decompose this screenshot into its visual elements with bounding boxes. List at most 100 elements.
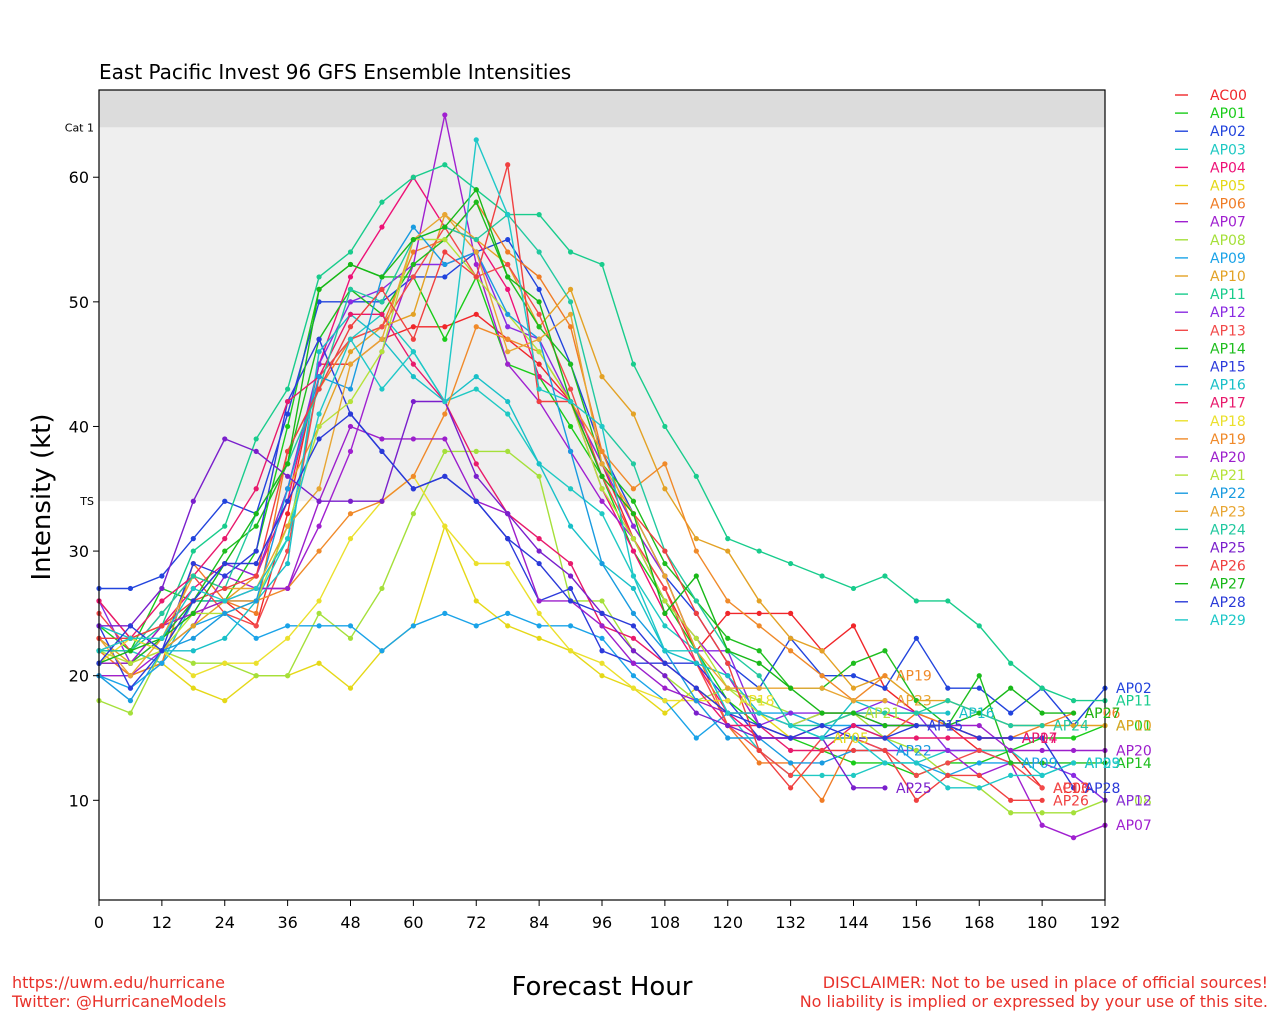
legend-entry: AP28 [1210, 595, 1246, 611]
legend-entry: AP12 [1210, 305, 1246, 321]
series-line [98, 137, 1074, 789]
x-tick-label: 156 [901, 913, 932, 932]
data-point [850, 673, 857, 679]
data-point [410, 374, 416, 380]
data-point [442, 249, 448, 255]
data-point [567, 361, 574, 367]
data-point [599, 660, 605, 666]
data-point [410, 473, 416, 479]
data-point [850, 785, 857, 791]
series-end-label: AP13 [1053, 781, 1089, 797]
legend-entry: AP20 [1210, 450, 1246, 466]
data-point [127, 648, 134, 654]
twitter-handle[interactable]: Twitter: @HurricaneModels [12, 992, 227, 1011]
data-point [1039, 685, 1045, 691]
series-ap29 [96, 137, 1077, 791]
y-tick-label: 10 [69, 791, 89, 810]
data-point [882, 722, 888, 729]
data-point [410, 623, 416, 629]
data-point [253, 598, 259, 604]
data-point [1008, 797, 1014, 803]
data-point [473, 199, 479, 205]
band-label-ts: TS [79, 495, 94, 508]
data-point [945, 710, 951, 716]
data-point [222, 498, 228, 504]
data-point [159, 573, 165, 579]
data-point [536, 324, 542, 330]
data-point [630, 536, 637, 542]
data-point [442, 411, 448, 417]
data-point [662, 623, 668, 629]
data-point [410, 224, 416, 230]
data-point [913, 635, 919, 641]
data-point [285, 486, 291, 492]
data-point [379, 299, 385, 305]
data-point [379, 336, 385, 342]
y-tick-label: 30 [69, 542, 89, 561]
data-point [599, 423, 605, 430]
data-point [379, 498, 385, 504]
data-point [788, 722, 794, 729]
data-point [536, 299, 542, 305]
data-point [253, 436, 259, 442]
data-point [1070, 785, 1077, 791]
data-point [473, 560, 479, 567]
data-point [285, 398, 291, 405]
data-point [725, 673, 731, 679]
data-point [222, 660, 228, 666]
data-point [505, 511, 511, 517]
series-end-label: AP17 [1022, 731, 1058, 747]
data-point [190, 660, 196, 666]
data-point [410, 174, 416, 180]
data-point [1039, 710, 1045, 716]
data-point [347, 311, 354, 317]
series-end-label: AP10 [1116, 719, 1152, 735]
data-point [819, 760, 825, 766]
series-end-label: AP01 [1116, 719, 1152, 735]
data-point [662, 598, 668, 604]
data-point [819, 735, 825, 741]
chart-title: East Pacific Invest 96 GFS Ensemble Inte… [99, 60, 571, 84]
data-point [536, 349, 542, 355]
data-point [567, 448, 574, 454]
data-point [222, 560, 228, 567]
data-point [473, 137, 479, 143]
data-point [253, 573, 259, 579]
data-point [976, 623, 982, 629]
data-point [630, 411, 637, 417]
data-point [756, 673, 762, 679]
legend-entry: AP26 [1210, 559, 1246, 575]
data-point [599, 511, 605, 517]
data-point [316, 498, 322, 504]
data-point [756, 722, 762, 729]
data-point [850, 585, 857, 592]
site-link[interactable]: https://uwm.edu/hurricane [12, 973, 225, 992]
data-point [473, 473, 479, 479]
data-point [316, 523, 322, 529]
series-end-label: AP11 [1116, 694, 1152, 710]
legend-entry: AP23 [1210, 504, 1246, 520]
data-point [756, 747, 762, 754]
data-point [347, 398, 354, 405]
data-point [347, 623, 354, 629]
data-point [316, 660, 322, 666]
data-point [630, 548, 637, 554]
data-point [473, 623, 479, 629]
data-point [662, 685, 668, 691]
data-point [222, 523, 228, 529]
data-point [819, 722, 825, 729]
data-point [222, 598, 228, 604]
data-point [882, 698, 888, 704]
data-point [127, 698, 134, 704]
data-point [285, 423, 291, 430]
data-point [788, 685, 794, 691]
data-point [819, 673, 825, 679]
x-tick-label: 12 [152, 913, 172, 932]
data-point [630, 511, 637, 517]
data-point [567, 423, 574, 430]
data-point [379, 286, 385, 292]
legend-entry: AP07 [1210, 215, 1246, 231]
data-point [222, 635, 228, 641]
legend: AC00 AP01 AP02 AP03 AP04 AP05 AP06 AP07 AP08 AP09… [1175, 88, 1247, 629]
